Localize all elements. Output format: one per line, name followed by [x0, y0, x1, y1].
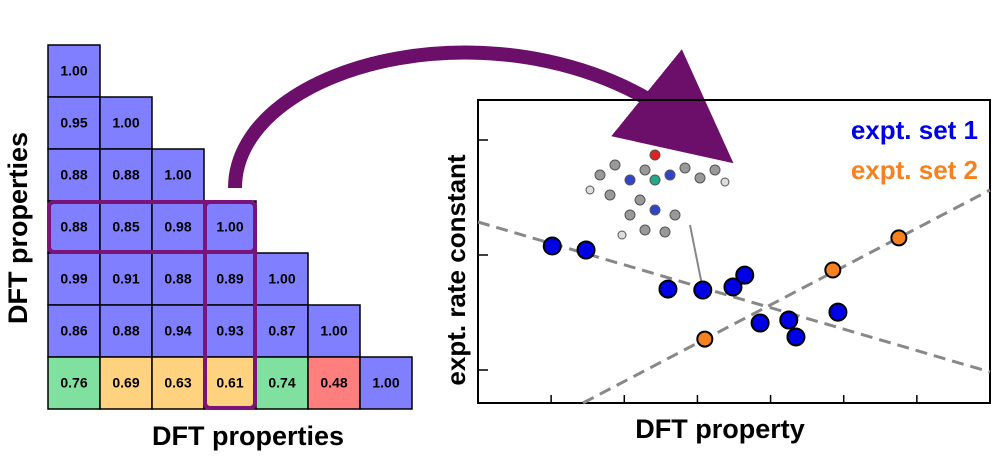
x-axis-label: DFT properties	[152, 421, 344, 451]
cell	[47, 44, 101, 98]
cell-label: 0.88	[60, 219, 87, 235]
cell	[99, 252, 153, 306]
pointer	[689, 224, 704, 291]
point	[696, 330, 714, 348]
cell-label: 1.00	[164, 167, 191, 183]
scatter-plot	[477, 99, 991, 405]
point	[723, 277, 743, 297]
y-axis-label: DFT properties	[3, 132, 33, 324]
cell	[359, 356, 413, 410]
cell	[307, 356, 361, 410]
legend-entry: expt. set 2	[851, 155, 978, 185]
correlation-matrix: 1.00 0.95 1.00 0.88 0.88 1.00 0.88 0.85 0.98 1.00…	[47, 44, 413, 410]
point	[828, 302, 848, 322]
cell	[99, 200, 153, 254]
cell-label: 0.69	[112, 375, 139, 391]
cell-label: 0.88	[164, 271, 191, 287]
legend-entry: expt. set 1	[851, 115, 978, 145]
cell	[47, 304, 101, 358]
cell-label: 0.88	[60, 167, 87, 183]
cell-label: 1.00	[268, 271, 295, 287]
molecule	[585, 149, 730, 240]
y-axis-label: expt. rate constant	[441, 154, 471, 386]
point	[750, 313, 770, 333]
highlight	[203, 200, 257, 410]
cell-label: 0.95	[60, 115, 87, 131]
cell	[151, 304, 205, 358]
cell	[203, 304, 257, 358]
cell-label: 0.85	[112, 219, 139, 235]
cell-label: 1.00	[320, 323, 347, 339]
cell	[151, 148, 205, 202]
point	[735, 265, 755, 285]
cell-label: 0.74	[268, 375, 295, 391]
cell-label: 0.94	[164, 323, 191, 339]
cell-label: 0.76	[60, 375, 87, 391]
cell	[255, 304, 309, 358]
plot-frame	[477, 99, 991, 404]
cell-label: 0.99	[60, 271, 87, 287]
point	[658, 279, 678, 299]
cell-label: 0.93	[216, 323, 243, 339]
cell-label: 0.89	[216, 271, 243, 287]
point	[890, 229, 908, 247]
cell	[47, 96, 101, 150]
cell-label: 1.00	[216, 219, 243, 235]
cell	[47, 356, 101, 410]
cell-label: 0.61	[216, 375, 243, 391]
trend-line	[477, 220, 991, 374]
cell-label: 0.88	[112, 323, 139, 339]
cell-label: 0.91	[112, 271, 139, 287]
cell-label: 1.00	[112, 115, 139, 131]
cell-label: 1.00	[372, 375, 399, 391]
cell-label: 0.98	[164, 219, 191, 235]
cell-label: 0.86	[60, 323, 87, 339]
point	[779, 310, 799, 330]
cell-label: 0.63	[164, 375, 191, 391]
point	[824, 261, 842, 279]
cell	[99, 356, 153, 410]
cell	[99, 304, 153, 358]
trend-line	[582, 188, 991, 405]
point	[542, 236, 562, 256]
arrow	[228, 45, 734, 189]
cell	[307, 304, 361, 358]
point	[786, 327, 806, 347]
cell-label: 1.00	[60, 63, 87, 79]
x-axis-label: DFT property	[635, 414, 805, 444]
cell-label: 0.87	[268, 323, 295, 339]
point	[576, 240, 596, 260]
cell-label: 0.88	[112, 167, 139, 183]
point	[693, 280, 713, 300]
cell-label: 0.48	[320, 375, 347, 391]
